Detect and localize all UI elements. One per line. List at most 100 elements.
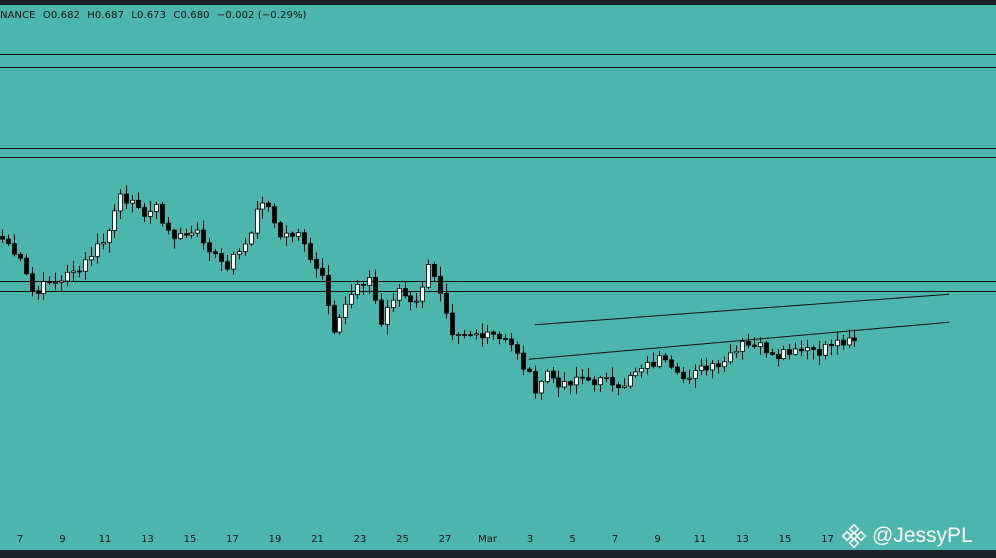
candle-up: [485, 331, 490, 339]
candle-up: [645, 362, 650, 369]
candle-up: [456, 334, 461, 336]
candle-down: [12, 243, 17, 255]
channel-lower-line: [528, 321, 950, 360]
x-axis-tick-label: 27: [439, 534, 452, 545]
candle-down: [438, 276, 443, 294]
candle-down: [302, 232, 307, 245]
candle-down: [610, 376, 615, 386]
candle-down: [166, 222, 171, 231]
candle-down: [497, 333, 502, 339]
exchange-label: NANCE: [0, 10, 36, 21]
x-axis-tick-label: 19: [269, 534, 282, 545]
candle-down: [829, 343, 834, 347]
candle-down: [373, 277, 378, 301]
x-axis-tick-label: 21: [311, 534, 324, 545]
candle-down: [776, 354, 781, 359]
candle-down: [184, 233, 189, 236]
top-toolbar-edge: [0, 0, 996, 5]
ohlc-legend: NANCE O0.682 H0.687 L0.673 C0.680 −0.002…: [0, 10, 311, 21]
candle-up: [728, 352, 733, 363]
candle-up: [195, 229, 200, 234]
x-axis-tick-label: 15: [184, 534, 197, 545]
x-axis-tick-label: 9: [59, 534, 65, 545]
candle-up: [148, 211, 153, 217]
open-value: O0.682: [42, 10, 80, 21]
candle-down: [515, 344, 520, 354]
candle-down: [681, 371, 686, 380]
candle-down: [408, 295, 413, 303]
candle-up: [562, 381, 567, 388]
candle-down: [509, 338, 514, 346]
candle-down: [746, 341, 751, 346]
candle-up: [178, 233, 183, 239]
candle-up: [154, 204, 159, 212]
change-value: −0.002 (−0.29%): [216, 10, 307, 21]
candle-up: [107, 230, 112, 243]
candle-up: [699, 365, 704, 371]
candle-down: [752, 344, 757, 347]
candle-up: [622, 385, 627, 388]
candle-up: [539, 380, 544, 394]
candle-up: [426, 264, 431, 288]
close-value: C0.680: [173, 10, 210, 21]
candle-up: [41, 281, 46, 294]
candle-down: [219, 253, 224, 262]
candle-up: [243, 243, 248, 252]
candle-down: [491, 331, 496, 335]
candle-down: [586, 377, 591, 381]
binance-logo-icon: [842, 524, 866, 548]
candle-up: [53, 281, 58, 284]
candle-down: [462, 334, 467, 336]
candle-down: [787, 349, 792, 355]
candle-up: [397, 288, 402, 301]
candle-down: [124, 193, 129, 204]
candle-up: [793, 348, 798, 355]
candle-up: [722, 361, 727, 368]
x-axis-tick-label: 17: [226, 534, 239, 545]
candle-down: [47, 281, 52, 284]
candle-down: [533, 371, 538, 394]
candle-up: [284, 232, 289, 238]
candle-down: [290, 232, 295, 237]
x-axis-tick-label: 9: [654, 534, 660, 545]
x-axis-tick-label: 15: [779, 534, 792, 545]
candle-up: [130, 199, 135, 204]
candle-up: [823, 343, 828, 356]
candle-up: [65, 271, 70, 282]
candle-down: [669, 359, 674, 368]
candle-down: [332, 305, 337, 333]
candle-down: [136, 199, 141, 208]
candle-up: [189, 232, 194, 236]
candle-up: [367, 277, 372, 286]
candle-down: [556, 377, 561, 388]
x-axis-tick-label: 13: [141, 534, 154, 545]
candle-down: [580, 376, 585, 379]
candle-up: [255, 208, 260, 234]
x-axis-tick-label: 11: [99, 534, 112, 545]
candle-down: [521, 352, 526, 370]
candle-down: [450, 312, 455, 336]
candle-up: [118, 193, 123, 212]
watermark-text: @JessyPL: [872, 524, 973, 547]
candle-down: [568, 381, 573, 386]
candle-up: [296, 232, 301, 237]
candle-down: [266, 202, 271, 208]
candle-up: [847, 337, 852, 346]
candle-down: [503, 338, 508, 340]
candle-up: [710, 363, 715, 371]
candle-down: [36, 290, 41, 294]
candle-up: [414, 300, 419, 303]
candle-down: [320, 267, 325, 276]
x-axis-tick-label: Mar: [478, 534, 498, 545]
candle-down: [651, 362, 656, 367]
candle-up: [101, 242, 106, 245]
candle-down: [225, 261, 230, 270]
candle-up: [391, 299, 396, 309]
candle-up: [343, 303, 348, 318]
x-axis-tick-label: 13: [736, 534, 749, 545]
candle-down: [551, 370, 556, 379]
candle-up: [89, 255, 94, 261]
candle-down: [811, 347, 816, 350]
candle-down: [172, 229, 177, 239]
